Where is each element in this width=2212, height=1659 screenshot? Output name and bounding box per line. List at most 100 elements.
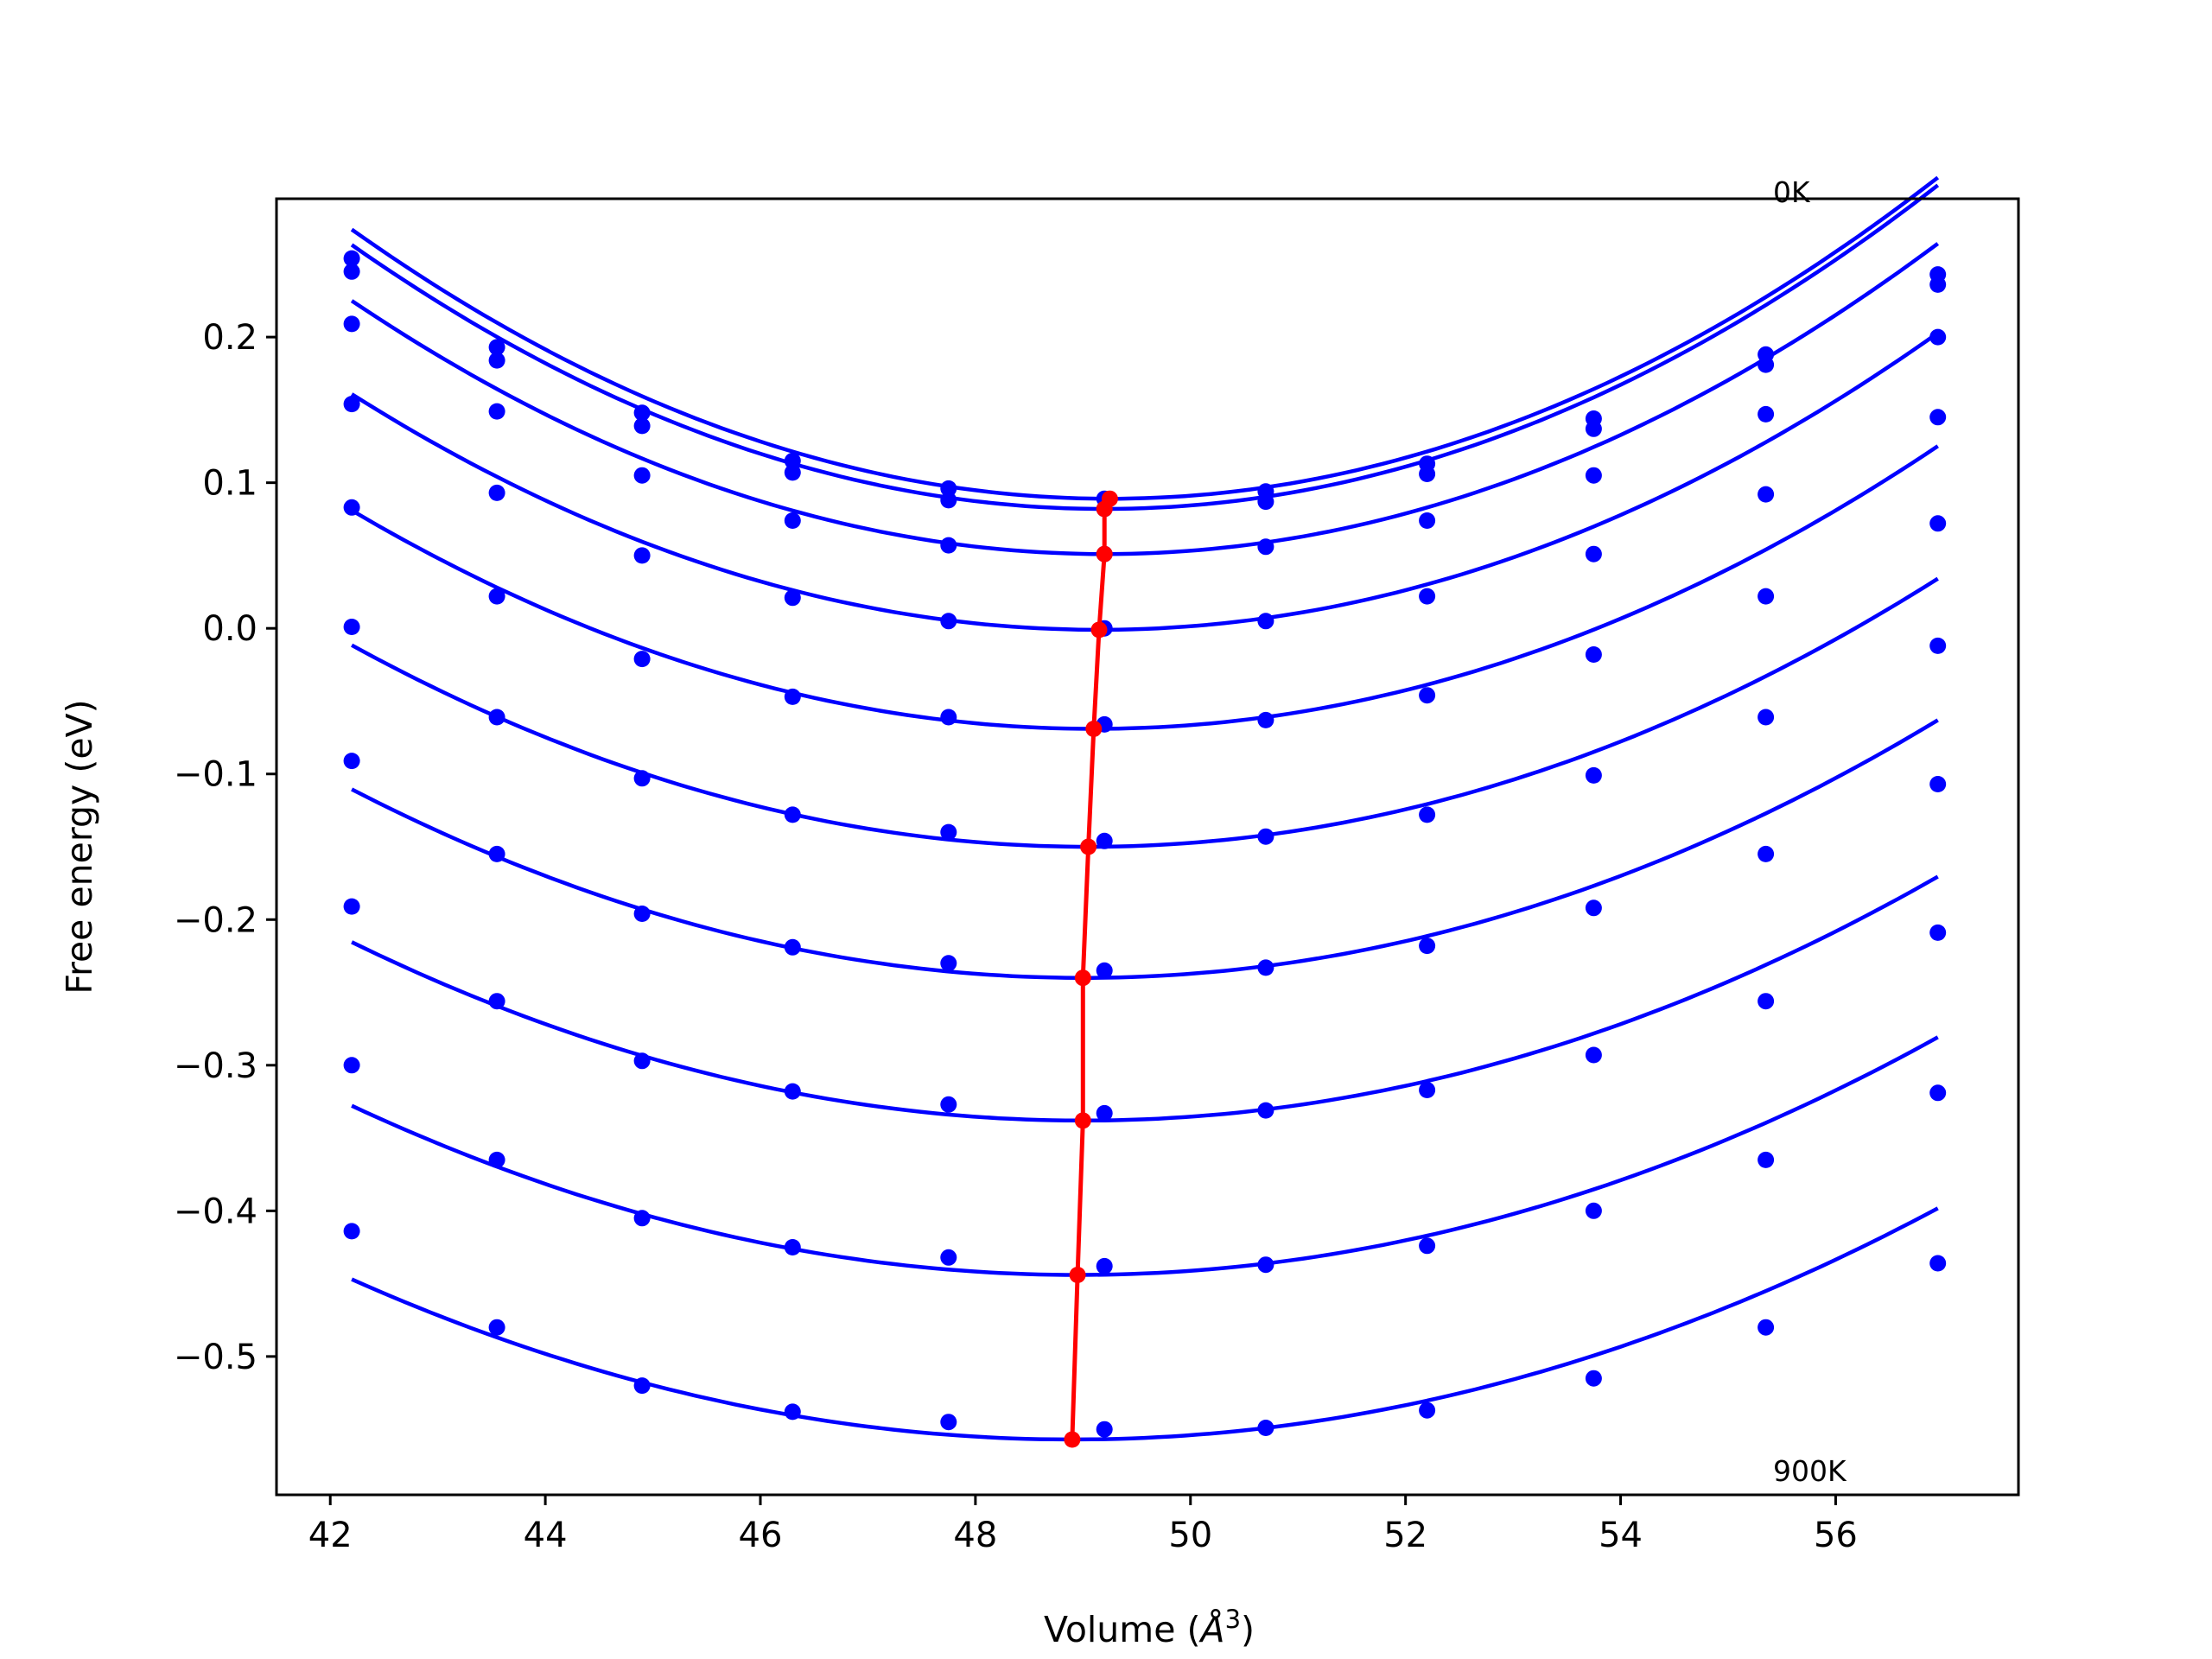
data-point-1-4 bbox=[940, 492, 957, 509]
annotation-900k: 900K bbox=[1773, 1454, 1847, 1488]
data-point-8-2 bbox=[633, 1210, 651, 1227]
y-tick-label: 0.0 bbox=[202, 609, 257, 649]
data-point-8-8 bbox=[1585, 1202, 1602, 1219]
y-tick-label: 0.2 bbox=[202, 318, 257, 358]
x-tick-label: 42 bbox=[308, 1516, 353, 1555]
fit-curve-8 bbox=[351, 1035, 1939, 1277]
data-point-7-0 bbox=[343, 898, 360, 915]
data-point-1-7 bbox=[1419, 466, 1436, 482]
data-point-0-4 bbox=[940, 480, 957, 497]
fit-curve-0 bbox=[350, 175, 1940, 501]
minimum-point-5 bbox=[1080, 838, 1097, 855]
x-tick-label: 50 bbox=[1168, 1516, 1212, 1555]
data-point-7-5 bbox=[1096, 1104, 1113, 1122]
data-point-1-3 bbox=[784, 464, 801, 481]
data-point-9-5 bbox=[1096, 1421, 1113, 1438]
data-point-2-0 bbox=[343, 315, 360, 333]
data-point-2-6 bbox=[1257, 538, 1274, 556]
x-tick-label: 56 bbox=[1814, 1516, 1858, 1555]
data-point-2-4 bbox=[940, 537, 957, 554]
minima-line bbox=[1070, 498, 1112, 1440]
data-point-7-1 bbox=[488, 993, 505, 1010]
data-point-7-3 bbox=[784, 1083, 801, 1100]
data-point-3-1 bbox=[488, 484, 505, 501]
x-tick-label: 44 bbox=[524, 1516, 568, 1555]
fit-curve-3 bbox=[350, 331, 1939, 632]
y-tick-label: 0.1 bbox=[202, 464, 257, 504]
data-point-8-6 bbox=[1257, 1256, 1274, 1274]
data-point-5-6 bbox=[1257, 828, 1274, 845]
minimum-point-2 bbox=[1096, 545, 1113, 563]
data-point-8-7 bbox=[1419, 1237, 1436, 1255]
data-point-3-2 bbox=[633, 547, 651, 564]
x-tick-label: 48 bbox=[953, 1516, 997, 1555]
data-point-9-1 bbox=[488, 1319, 505, 1336]
x-tick-label: 54 bbox=[1599, 1516, 1643, 1555]
fit-curve-9 bbox=[351, 1206, 1939, 1442]
data-point-5-8 bbox=[1585, 766, 1602, 784]
data-point-4-8 bbox=[1585, 646, 1602, 663]
data-point-4-2 bbox=[633, 651, 651, 668]
minimum-point-3 bbox=[1090, 621, 1108, 639]
fit-curve-6 bbox=[351, 718, 1939, 980]
data-point-4-4 bbox=[940, 709, 957, 726]
data-point-3-10 bbox=[1929, 409, 1947, 426]
data-point-5-4 bbox=[940, 823, 957, 841]
data-point-3-6 bbox=[1257, 613, 1274, 630]
data-point-9-9 bbox=[1758, 1319, 1775, 1336]
data-point-7-8 bbox=[1585, 1046, 1602, 1064]
data-point-3-4 bbox=[940, 613, 957, 630]
data-point-2-2 bbox=[633, 467, 651, 484]
data-point-9-8 bbox=[1585, 1370, 1602, 1387]
data-point-4-9 bbox=[1758, 588, 1775, 605]
data-point-4-10 bbox=[1929, 515, 1947, 532]
fit-curve-1 bbox=[350, 183, 1940, 512]
data-point-4-0 bbox=[343, 499, 360, 516]
data-point-7-6 bbox=[1257, 1102, 1274, 1119]
data-point-9-3 bbox=[784, 1403, 801, 1421]
minimum-point-7 bbox=[1074, 1112, 1091, 1129]
data-point-3-8 bbox=[1585, 545, 1602, 563]
data-point-6-4 bbox=[940, 955, 957, 972]
data-point-6-0 bbox=[343, 753, 360, 770]
data-point-4-3 bbox=[784, 688, 801, 705]
y-tick-label: −0.4 bbox=[174, 1192, 257, 1231]
data-point-3-3 bbox=[784, 589, 801, 607]
data-point-2-3 bbox=[784, 512, 801, 529]
data-point-3-7 bbox=[1419, 588, 1436, 605]
data-point-7-7 bbox=[1419, 1082, 1436, 1098]
data-point-9-10 bbox=[1929, 1255, 1947, 1272]
data-point-8-4 bbox=[940, 1249, 957, 1266]
data-point-7-2 bbox=[633, 1052, 651, 1070]
fit-curve-5 bbox=[351, 576, 1939, 849]
data-point-5-1 bbox=[488, 709, 505, 726]
data-point-0-1 bbox=[488, 339, 505, 356]
annotation-0k: 0K bbox=[1773, 175, 1811, 209]
data-point-4-7 bbox=[1419, 687, 1436, 704]
data-point-6-3 bbox=[784, 938, 801, 956]
minimum-point-9 bbox=[1064, 1431, 1081, 1448]
data-point-6-8 bbox=[1585, 899, 1602, 917]
data-point-8-1 bbox=[488, 1151, 505, 1168]
y-tick-label: −0.2 bbox=[174, 900, 257, 940]
data-point-4-6 bbox=[1257, 711, 1274, 728]
data-point-1-8 bbox=[1585, 420, 1602, 437]
data-point-6-9 bbox=[1758, 845, 1775, 862]
data-point-8-9 bbox=[1758, 1151, 1775, 1168]
data-point-6-5 bbox=[1096, 962, 1113, 979]
data-point-8-0 bbox=[343, 1057, 360, 1074]
data-point-5-9 bbox=[1758, 709, 1775, 726]
data-point-5-2 bbox=[633, 770, 651, 787]
minimum-point-1 bbox=[1096, 500, 1113, 518]
data-point-6-7 bbox=[1419, 938, 1436, 955]
data-point-5-0 bbox=[343, 619, 360, 635]
y-tick-label: −0.1 bbox=[174, 755, 257, 795]
data-point-8-3 bbox=[784, 1239, 801, 1255]
data-point-9-6 bbox=[1257, 1420, 1274, 1436]
data-point-2-7 bbox=[1419, 512, 1436, 529]
data-point-1-0 bbox=[343, 263, 360, 280]
plot-area bbox=[343, 175, 1947, 1448]
data-point-8-10 bbox=[1929, 1084, 1947, 1102]
data-point-6-10 bbox=[1929, 776, 1947, 792]
